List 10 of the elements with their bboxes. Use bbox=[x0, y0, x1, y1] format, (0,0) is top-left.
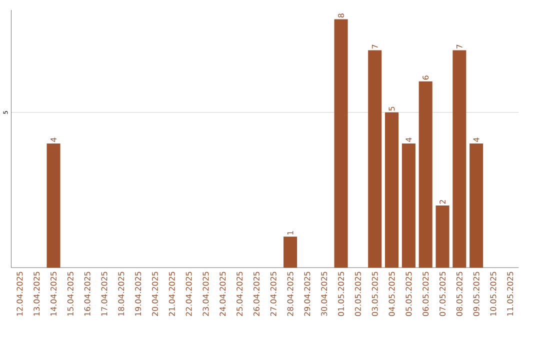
bar bbox=[418, 81, 432, 268]
bar bbox=[334, 19, 348, 268]
bar bbox=[385, 112, 399, 268]
bar bbox=[470, 143, 484, 268]
bar bbox=[436, 205, 450, 268]
bar bbox=[452, 50, 466, 268]
bar bbox=[46, 143, 60, 268]
bar bbox=[368, 50, 382, 268]
bar bbox=[402, 143, 416, 268]
bar bbox=[284, 236, 298, 268]
